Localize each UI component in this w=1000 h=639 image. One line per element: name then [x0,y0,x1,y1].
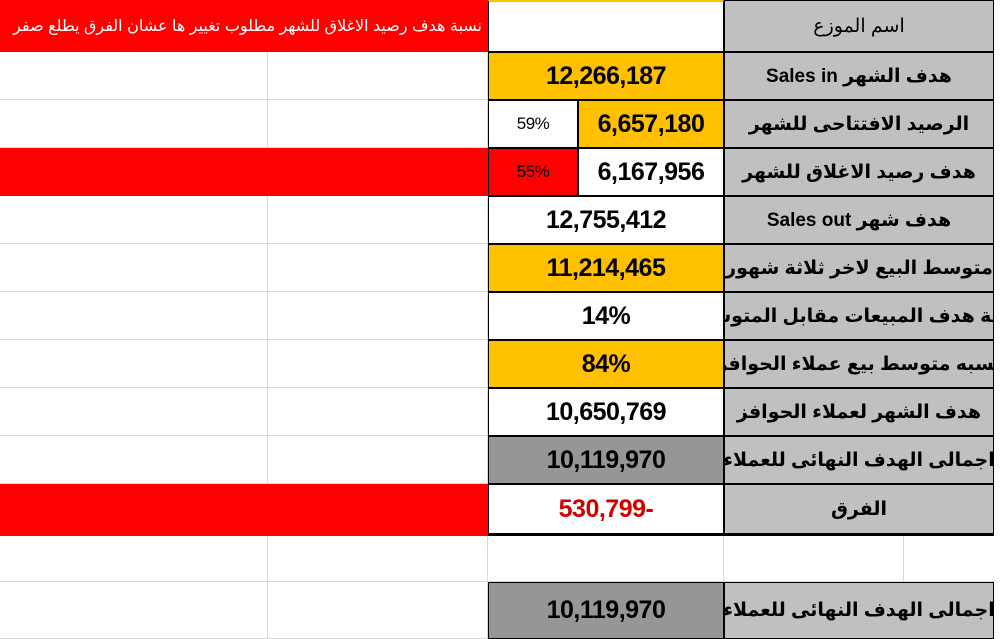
avg-three-months-value[interactable]: 11,214,465 [488,244,724,292]
sales-in-label: هدف الشهر Sales in [724,52,994,100]
sales-out-label: هدف شهر Sales out [724,196,994,244]
cell-b5[interactable] [268,196,488,244]
avg-three-months-label: متوسط البيع لاخر ثلاثة شهور [724,244,994,292]
opening-balance-value[interactable]: 6,657,180 [578,100,724,148]
opening-balance-label: الرصيد الافتتاحى للشهر [724,100,994,148]
total-final-target-label: اجمالى الهدف النهائى للعملاء [724,436,994,484]
cell-b13[interactable] [268,582,488,639]
total-final-target-value-repeat[interactable]: 10,119,970 [488,582,724,639]
incentive-avg-ratio-label: نسبه متوسط بيع عملاء الحوافز [724,340,994,388]
incentive-avg-ratio-value[interactable]: 84% [488,340,724,388]
cell-b2[interactable] [268,52,488,100]
cell-e12[interactable] [904,536,1000,582]
distributor-label: اسم الموزع [724,0,994,52]
cell-b6[interactable] [268,244,488,292]
right-margin [994,0,1000,639]
distributor-value-cell[interactable] [488,0,724,52]
total-final-target-label-repeat: اجمالى الهدف النهائى للعملاء [724,582,994,639]
red-note-text[interactable]: نسبة هدف رصيد الاغلاق للشهر مطلوب تغيير … [0,0,488,52]
opening-balance-percent[interactable]: 59% [488,100,578,148]
cell-a2[interactable] [0,52,268,100]
target-vs-average-value[interactable]: 14% [488,292,724,340]
cell-a13[interactable] [0,582,268,639]
red-row-cell-a4[interactable] [0,148,488,196]
sales-out-value[interactable]: 12,755,412 [488,196,724,244]
cell-a9[interactable] [0,388,268,436]
closing-balance-value[interactable]: 6,167,956 [578,148,724,196]
target-vs-average-label: نسبة هدف المبيعات مقابل المتوسط [724,292,994,340]
cell-a8[interactable] [0,340,268,388]
cell-a12[interactable] [0,536,268,582]
cell-a5[interactable] [0,196,268,244]
sales-in-value[interactable]: 12,266,187 [488,52,724,100]
total-final-target-value[interactable]: 10,119,970 [488,436,724,484]
cell-b9[interactable] [268,388,488,436]
cell-a6[interactable] [0,244,268,292]
cell-b8[interactable] [268,340,488,388]
cell-b12[interactable] [268,536,488,582]
cell-b10[interactable] [268,436,488,484]
cell-b3[interactable] [268,100,488,148]
closing-balance-label: هدف رصيد الاغلاق للشهر [724,148,994,196]
closing-balance-percent[interactable]: 55% [488,148,578,196]
difference-value[interactable]: 530,799- [488,484,724,536]
cell-a7[interactable] [0,292,268,340]
cell-b7[interactable] [268,292,488,340]
cell-c12[interactable] [488,536,724,582]
cell-a10[interactable] [0,436,268,484]
incentive-target-value[interactable]: 10,650,769 [488,388,724,436]
red-row-cell-a11[interactable] [0,484,488,536]
cell-d12[interactable] [724,536,904,582]
difference-label: الفرق [724,484,994,536]
incentive-target-label: هدف الشهر لعملاء الحوافز [724,388,994,436]
cell-a3[interactable] [0,100,268,148]
